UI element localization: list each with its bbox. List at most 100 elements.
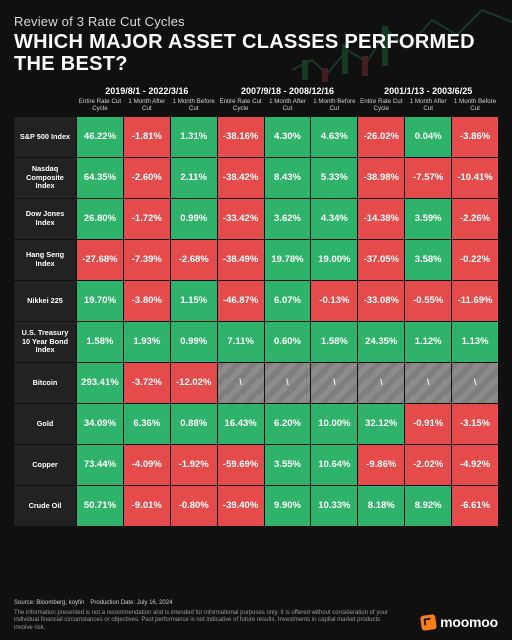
data-cell: -7.57% — [405, 158, 451, 198]
data-cell: -0.22% — [452, 240, 498, 280]
data-cell: 1.58% — [77, 322, 123, 362]
data-cell: 8.92% — [405, 486, 451, 526]
data-cell: -26.02% — [358, 117, 404, 157]
data-cell: 10.64% — [311, 445, 357, 485]
column-header: 1 Month Before Cut — [452, 98, 498, 116]
brand-icon — [420, 614, 437, 631]
data-cell: -7.39% — [124, 240, 170, 280]
brand: moomoo — [421, 614, 498, 632]
data-cell: 19.78% — [265, 240, 311, 280]
data-cell: -4.92% — [452, 445, 498, 485]
data-cell: -2.02% — [405, 445, 451, 485]
footer: Source: Bloomberg, koyfin Production Dat… — [14, 600, 498, 632]
data-cell: 4.34% — [311, 199, 357, 239]
data-cell: 1.13% — [452, 322, 498, 362]
data-cell: 6.36% — [124, 404, 170, 444]
data-cell: \ — [358, 363, 404, 403]
data-cell: -38.49% — [218, 240, 264, 280]
data-cell: 8.43% — [265, 158, 311, 198]
data-cell: 24.35% — [358, 322, 404, 362]
data-cell: \ — [452, 363, 498, 403]
row-label: Copper — [14, 445, 76, 485]
data-cell: -39.40% — [218, 486, 264, 526]
row-label: Nasdaq Composite Index — [14, 158, 76, 198]
column-header: 1 Month Before Cut — [171, 98, 217, 116]
data-cell: -1.92% — [171, 445, 217, 485]
data-cell: \ — [265, 363, 311, 403]
data-cell: -10.41% — [452, 158, 498, 198]
data-cell: -3.72% — [124, 363, 170, 403]
data-cell: 64.35% — [77, 158, 123, 198]
data-cell: -0.80% — [171, 486, 217, 526]
data-cell: 4.63% — [311, 117, 357, 157]
data-cell: 3.59% — [405, 199, 451, 239]
data-cell: -46.87% — [218, 281, 264, 321]
data-cell: -38.16% — [218, 117, 264, 157]
data-cell: -38.42% — [218, 158, 264, 198]
data-cell: 34.09% — [77, 404, 123, 444]
data-cell: 32.12% — [358, 404, 404, 444]
data-cell: -0.91% — [405, 404, 451, 444]
footer-text: Source: Bloomberg, koyfin Production Dat… — [14, 600, 394, 632]
row-label: Hang Seng Index — [14, 240, 76, 280]
data-cell: 46.22% — [77, 117, 123, 157]
data-cell: -2.60% — [124, 158, 170, 198]
title: WHICH MAJOR ASSET CLASSES PERFORMED THE … — [14, 31, 498, 76]
period-header: 2019/8/1 - 2022/3/16 — [77, 84, 217, 97]
period-header: 2001/1/13 - 2003/6/25 — [358, 84, 498, 97]
row-label: U.S. Treasury 10 Year Bond Index — [14, 322, 76, 362]
data-cell: -3.86% — [452, 117, 498, 157]
data-cell: 6.07% — [265, 281, 311, 321]
data-cell: -9.01% — [124, 486, 170, 526]
column-header: Entire Rate Cut Cycle — [77, 98, 123, 116]
data-cell: 1.12% — [405, 322, 451, 362]
data-cell: -2.68% — [171, 240, 217, 280]
data-cell: 19.70% — [77, 281, 123, 321]
data-cell: 3.58% — [405, 240, 451, 280]
data-cell: -14.38% — [358, 199, 404, 239]
data-cell: 73.44% — [77, 445, 123, 485]
data-cell: -38.98% — [358, 158, 404, 198]
data-cell: 1.15% — [171, 281, 217, 321]
data-cell: 5.33% — [311, 158, 357, 198]
column-header: Entire Rate Cut Cycle — [218, 98, 264, 116]
data-cell: 2.11% — [171, 158, 217, 198]
data-cell: 1.58% — [311, 322, 357, 362]
corner-spacer — [14, 84, 76, 97]
brand-name: moomoo — [440, 614, 498, 630]
data-cell: -59.69% — [218, 445, 264, 485]
data-cell: -3.15% — [452, 404, 498, 444]
header: Review of 3 Rate Cut Cycles WHICH MAJOR … — [14, 14, 498, 76]
data-cell: 3.55% — [265, 445, 311, 485]
data-cell: \ — [218, 363, 264, 403]
data-cell: 26.80% — [77, 199, 123, 239]
data-cell: -3.80% — [124, 281, 170, 321]
column-header: Entire Rate Cut Cycle — [358, 98, 404, 116]
data-cell: -11.69% — [452, 281, 498, 321]
data-cell: 50.71% — [77, 486, 123, 526]
data-cell: 0.88% — [171, 404, 217, 444]
data-cell: -12.02% — [171, 363, 217, 403]
data-cell: 8.18% — [358, 486, 404, 526]
data-cell: -9.86% — [358, 445, 404, 485]
subtitle: Review of 3 Rate Cut Cycles — [14, 14, 498, 29]
data-cell: 0.99% — [171, 322, 217, 362]
data-cell: 6.20% — [265, 404, 311, 444]
data-cell: -0.13% — [311, 281, 357, 321]
data-cell: 10.33% — [311, 486, 357, 526]
column-header: 1 Month After Cut — [405, 98, 451, 116]
data-cell: 1.93% — [124, 322, 170, 362]
data-cell: 0.99% — [171, 199, 217, 239]
column-header: 1 Month After Cut — [265, 98, 311, 116]
source-line: Source: Bloomberg, koyfin Production Dat… — [14, 600, 394, 608]
column-header: 1 Month After Cut — [124, 98, 170, 116]
data-cell: 10.00% — [311, 404, 357, 444]
data-cell: 16.43% — [218, 404, 264, 444]
data-cell: \ — [311, 363, 357, 403]
data-cell: 19.00% — [311, 240, 357, 280]
column-header: 1 Month Before Cut — [311, 98, 357, 116]
data-cell: 4.30% — [265, 117, 311, 157]
row-label: Nikkei 225 — [14, 281, 76, 321]
data-cell: -4.09% — [124, 445, 170, 485]
data-cell: 9.90% — [265, 486, 311, 526]
